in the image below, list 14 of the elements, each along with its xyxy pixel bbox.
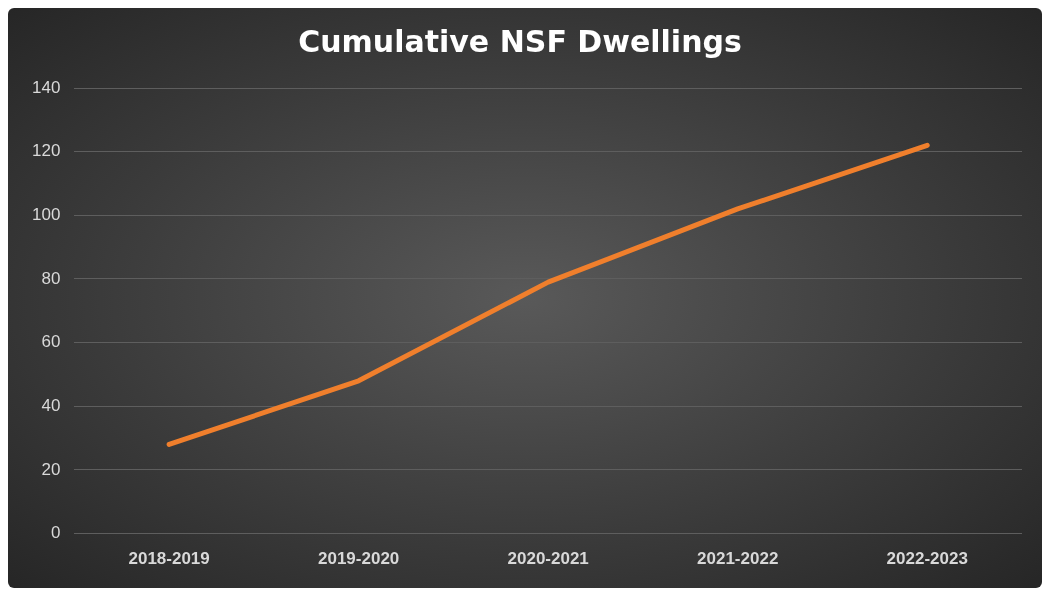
- x-tick-label: 2021-2022: [697, 549, 779, 569]
- y-tick-label: 120: [31, 141, 61, 161]
- x-tick-label: 2019-2020: [318, 549, 400, 569]
- chart-title: Cumulative NSF Dwellings: [298, 23, 742, 59]
- y-tick-label: 20: [41, 459, 61, 479]
- y-tick-label: 60: [41, 332, 61, 352]
- y-tick-label: 100: [31, 205, 61, 224]
- x-tick-label: 2018-2019: [128, 549, 210, 569]
- x-tick-label: 2020-2021: [507, 549, 589, 569]
- y-tick-label: 0: [50, 523, 61, 543]
- x-tick-label: 2022-2023: [886, 549, 968, 569]
- y-tick-label: 140: [31, 77, 61, 97]
- y-tick-label: 40: [41, 395, 61, 415]
- y-tick-label: 80: [41, 268, 61, 288]
